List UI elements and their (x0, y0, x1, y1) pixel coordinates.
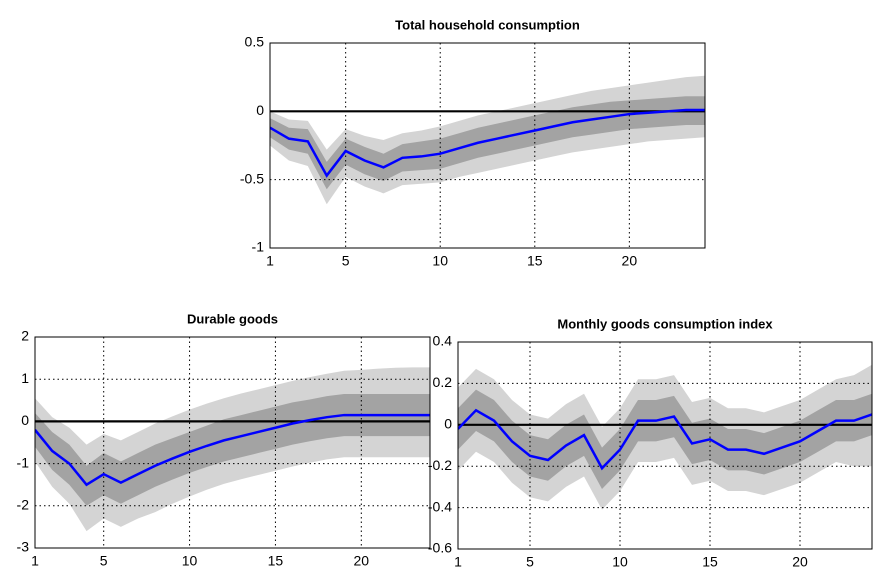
x-tick-label: 5 (100, 553, 108, 569)
x-tick-label: 10 (432, 253, 448, 269)
x-tick-label: 5 (342, 253, 350, 269)
confidence-band (458, 389, 872, 489)
x-tick-label: 10 (182, 553, 198, 569)
x-tick-label: 20 (792, 554, 808, 570)
median-line (270, 108, 705, 178)
x-tick-label: 20 (622, 253, 638, 269)
y-tick-label: -0.4 (428, 498, 452, 514)
x-tick-label: 1 (454, 554, 462, 570)
plot-frame (34, 336, 431, 549)
median-line (458, 408, 872, 471)
y-tick-label: 0.4 (433, 333, 453, 349)
y-tick-label: -2 (17, 497, 30, 513)
median-line (35, 413, 430, 487)
x-tick-label: 10 (612, 554, 628, 570)
x-tick-label: 20 (354, 553, 370, 569)
y-tick-label: 0.2 (433, 374, 453, 390)
y-tick-label: 1 (21, 370, 29, 386)
x-tick-label: 15 (527, 253, 543, 269)
x-tick-label: 15 (702, 554, 718, 570)
plot-frame (457, 341, 873, 550)
chart-title: Monthly goods consumption index (557, 316, 773, 331)
chart-title: Durable goods (187, 311, 278, 326)
y-tick-label: -3 (17, 539, 30, 555)
x-tick-label: 1 (31, 553, 39, 569)
y-tick-label: -0.5 (240, 170, 264, 186)
y-tick-label: 0 (256, 102, 264, 118)
chart-title: Total household consumption (395, 17, 580, 32)
y-tick-label: 0.5 (245, 34, 265, 50)
y-tick-label: -0.2 (428, 457, 452, 473)
x-tick-label: 1 (266, 253, 274, 269)
y-tick-label: 0 (444, 416, 452, 432)
x-tick-label: 5 (526, 554, 534, 570)
plot-frame (269, 42, 706, 249)
y-tick-label: -1 (17, 454, 30, 470)
y-tick-label: 0 (21, 412, 29, 428)
y-tick-label: -1 (252, 239, 265, 255)
y-tick-label: -0.6 (428, 540, 452, 556)
x-tick-label: 15 (268, 553, 284, 569)
y-tick-label: 2 (21, 328, 29, 344)
